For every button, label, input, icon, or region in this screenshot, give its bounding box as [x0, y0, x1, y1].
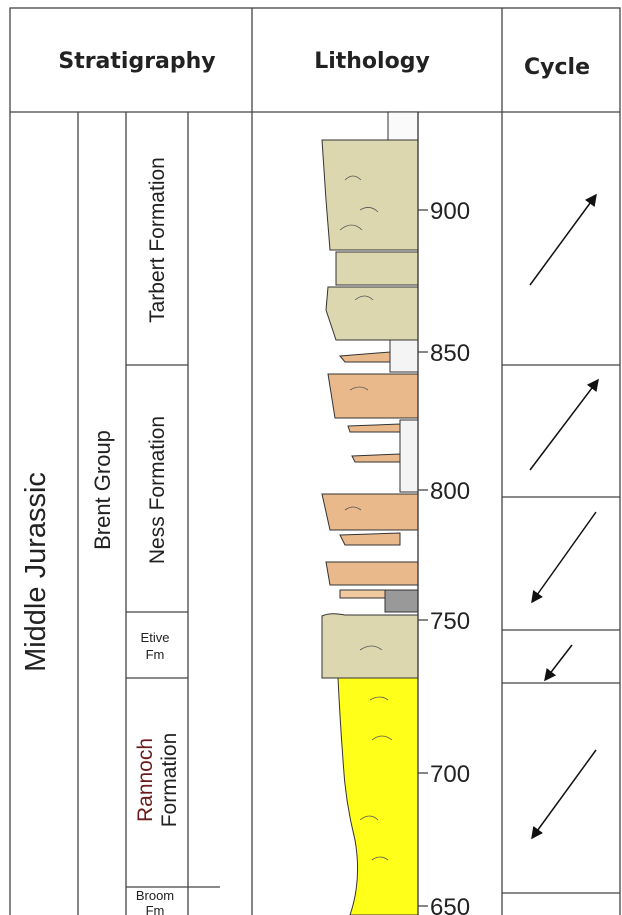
- formation-label: Etive: [141, 630, 170, 645]
- lithology-log: 900 850 800 750 700 650: [322, 112, 470, 915]
- header-label: Stratigraphy: [58, 49, 215, 74]
- formation-label: Broom: [136, 888, 174, 903]
- header-label: Lithology: [314, 49, 430, 74]
- group-label: Brent Group: [90, 430, 115, 550]
- stratigraphic-column: Stratigraphy Lithology Cycle Middle Jura…: [0, 0, 622, 915]
- depth-label: 850: [430, 340, 470, 367]
- depth-label: 800: [430, 478, 470, 505]
- formation-label: Formation: [158, 733, 181, 828]
- formation-label: Tarbert Formation: [146, 157, 169, 323]
- series-label: Middle Jurassic: [20, 472, 52, 672]
- depth-ticks: [418, 210, 428, 906]
- cycle-arrows: [530, 195, 598, 838]
- formation-label: Rannoch: [134, 738, 157, 822]
- header-label: Cycle: [524, 55, 590, 80]
- formation-label: Fm: [146, 903, 165, 915]
- formation-label: Ness Formation: [146, 416, 169, 564]
- depth-label: 650: [430, 894, 470, 915]
- depth-label: 900: [430, 198, 470, 225]
- depth-label: 750: [430, 608, 470, 635]
- formation-label: Fm: [146, 647, 165, 662]
- depth-label: 700: [430, 761, 470, 788]
